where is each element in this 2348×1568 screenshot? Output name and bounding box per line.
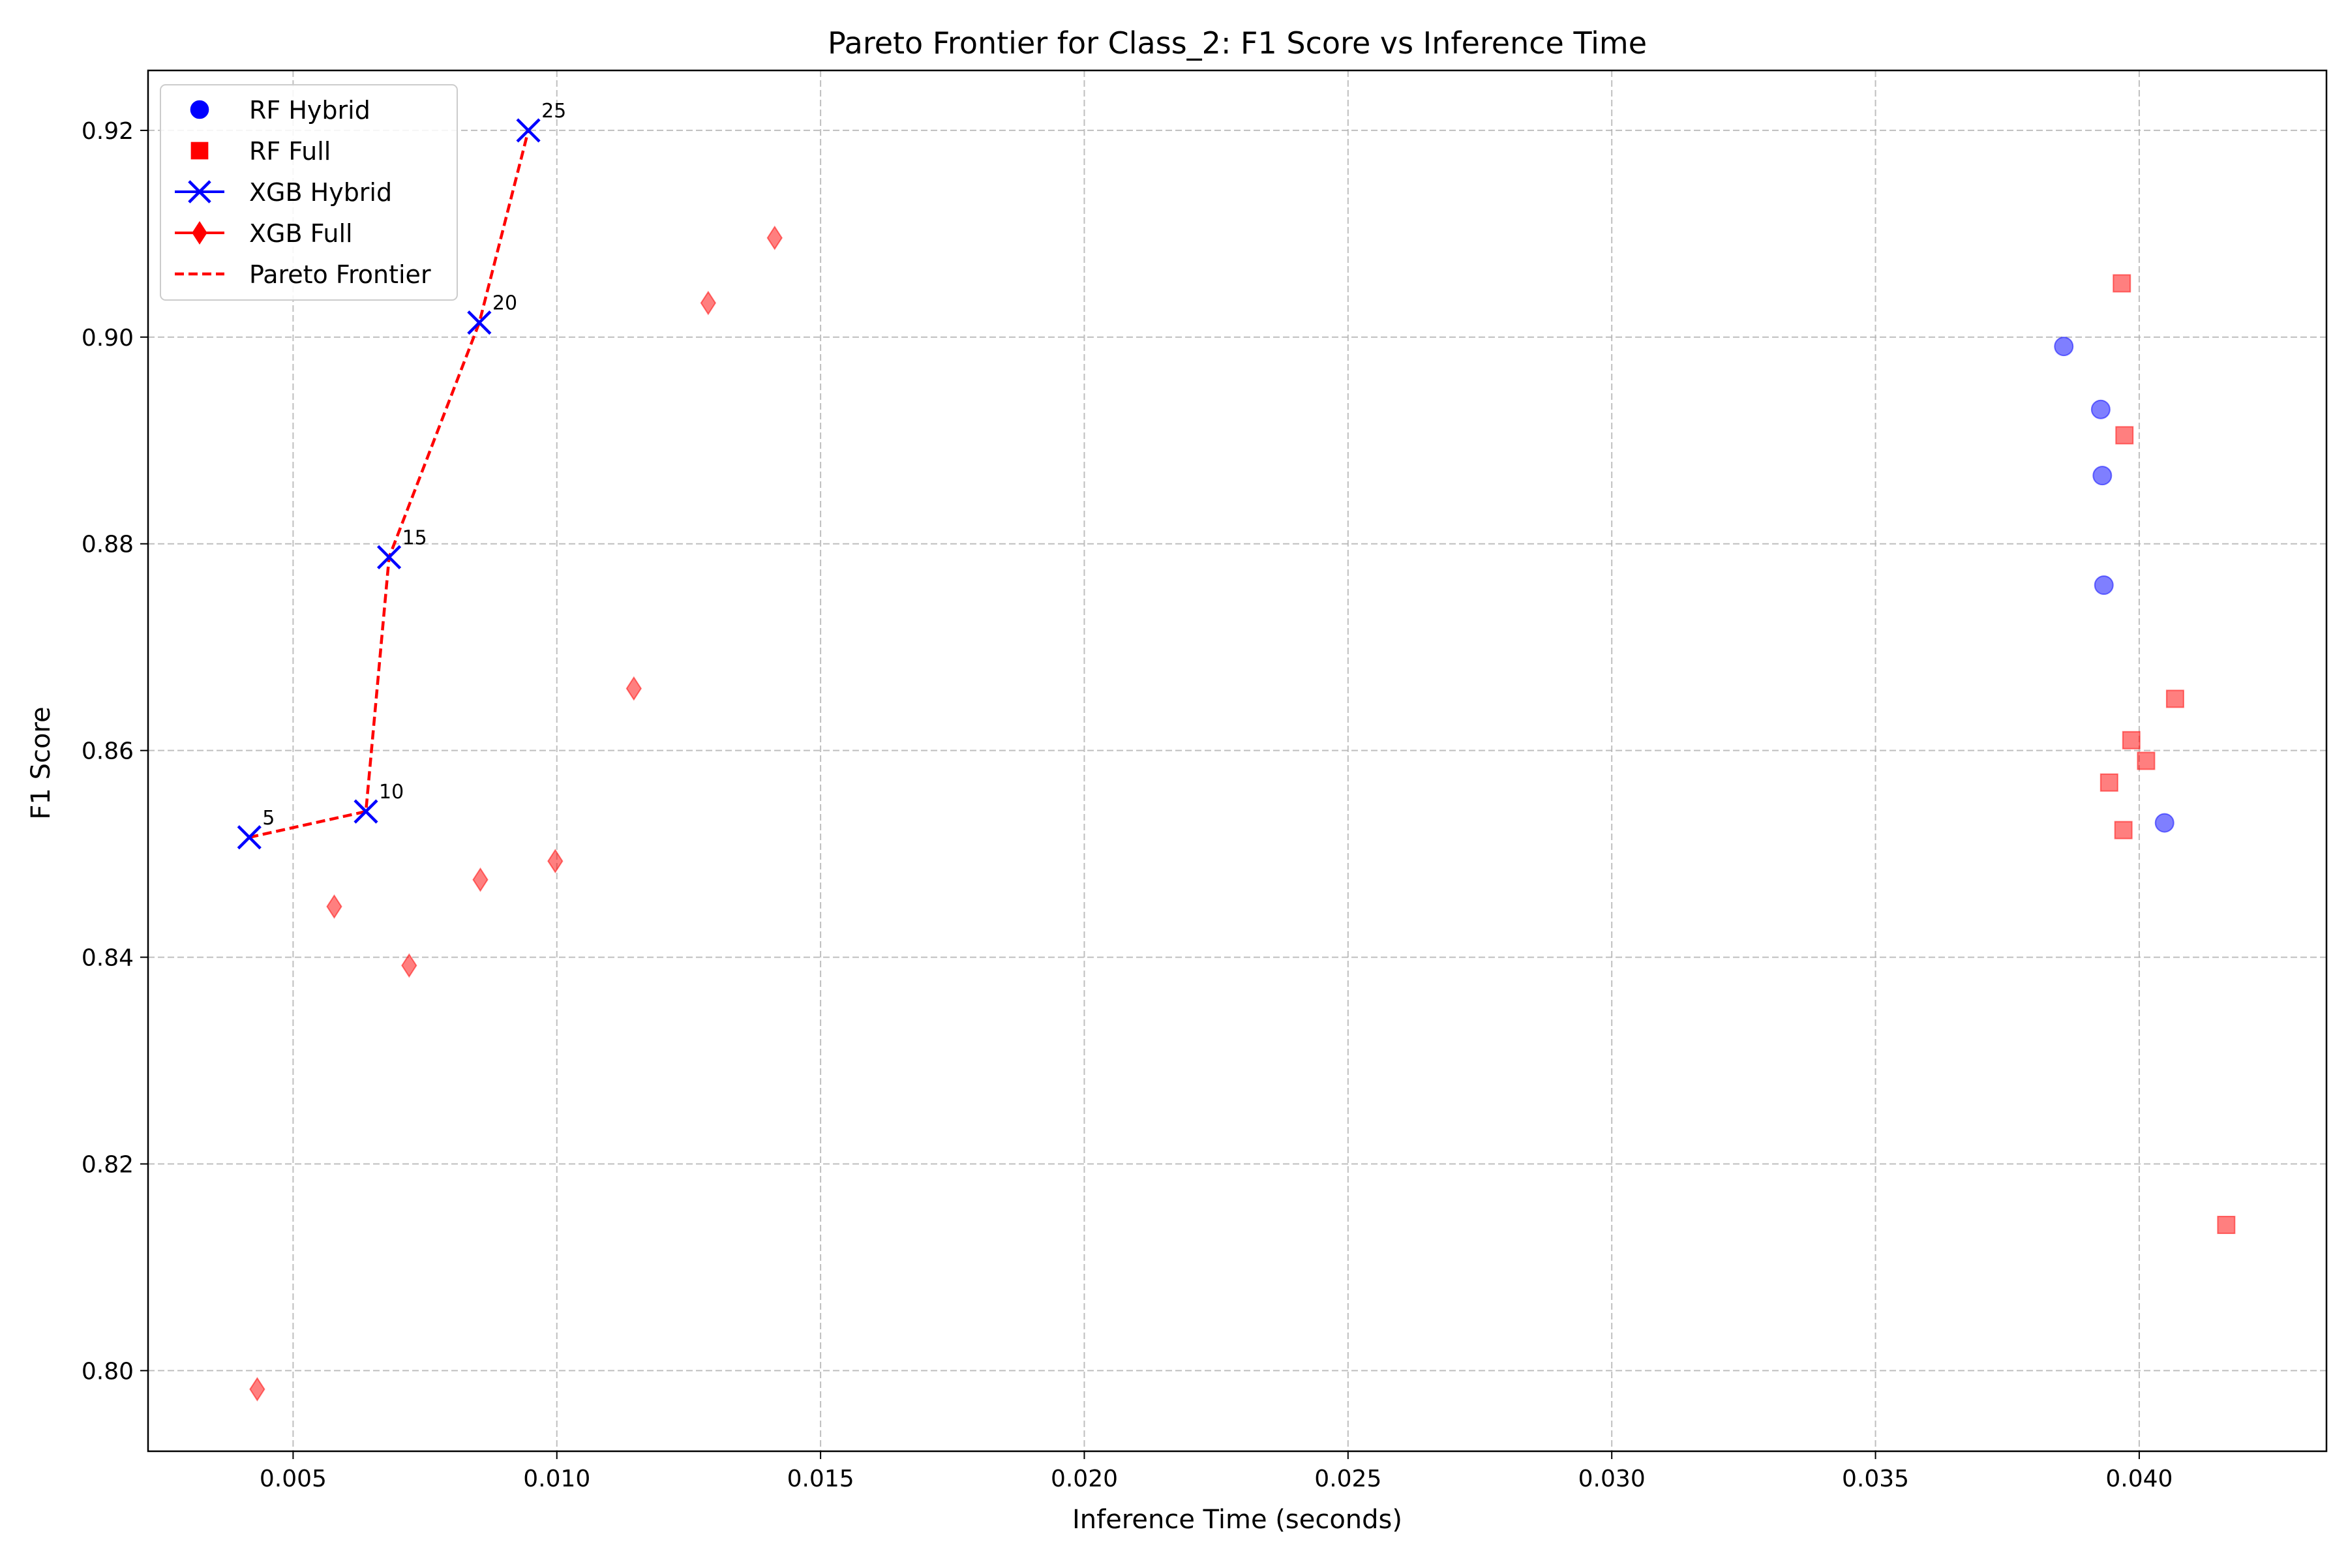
y-tick-label: 0.88 xyxy=(82,532,134,558)
data-point xyxy=(2165,689,2184,708)
data-point xyxy=(2122,731,2141,749)
y-tick-label: 0.80 xyxy=(82,1358,134,1385)
legend-entry-pareto-frontier: Pareto Frontier xyxy=(175,260,431,289)
data-point xyxy=(2217,1215,2236,1234)
legend-label: XGB Full xyxy=(249,219,353,248)
data-point xyxy=(401,953,417,978)
grid-lines xyxy=(148,70,2326,1451)
data-point xyxy=(2114,821,2133,839)
data-point xyxy=(467,310,492,335)
series-xgb-full xyxy=(249,225,783,1402)
data-point xyxy=(2094,575,2114,596)
x-tick-label: 0.040 xyxy=(2105,1466,2173,1492)
point-label: 20 xyxy=(492,292,517,315)
data-point xyxy=(2092,466,2113,486)
data-point xyxy=(376,545,402,569)
legend-entry-xgb-hybrid: XGB Hybrid xyxy=(175,178,392,207)
x-tick-label: 0.035 xyxy=(1842,1466,1909,1492)
data-point xyxy=(2154,813,2175,833)
data-point xyxy=(2113,274,2131,293)
data-point xyxy=(625,676,642,701)
legend-entry-xgb-full: XGB Full xyxy=(175,219,353,248)
x-tick-label: 0.015 xyxy=(787,1466,854,1492)
legend-marker-swatch xyxy=(188,180,211,204)
y-tick-label: 0.90 xyxy=(82,325,134,352)
point-label: 5 xyxy=(262,807,275,830)
y-axis-label: F1 Score xyxy=(26,706,56,819)
data-point xyxy=(766,225,783,250)
legend-label: RF Full xyxy=(249,137,331,166)
legend-marker-swatch xyxy=(190,100,209,119)
series-rf-full xyxy=(2100,274,2236,1234)
point-label: 25 xyxy=(541,100,566,123)
legend-label: RF Hybrid xyxy=(249,96,370,125)
data-point xyxy=(2137,751,2156,770)
legend-box xyxy=(160,84,458,301)
chart-title: Pareto Frontier for Class_2: F1 Score vs… xyxy=(828,25,1647,61)
legend-label: XGB Hybrid xyxy=(249,178,392,207)
legend: RF Hybrid RF Full XGB Hybrid XGB Full Pareto… xyxy=(160,84,458,301)
y-tick-label: 0.84 xyxy=(82,945,134,972)
legend-entry-rf-hybrid: RF Hybrid xyxy=(190,96,370,125)
legend-marker-swatch xyxy=(190,142,209,160)
y-tick-label: 0.92 xyxy=(82,118,134,145)
series-xgb-hybrid: 5 10 15 20 25 xyxy=(237,100,566,850)
data-point xyxy=(249,1377,265,1402)
data-point xyxy=(2054,337,2074,357)
data-point xyxy=(700,290,717,316)
data-point xyxy=(2100,773,2118,792)
data-point xyxy=(2090,399,2111,419)
data-point xyxy=(354,799,378,824)
x-tick-label: 0.025 xyxy=(1314,1466,1381,1492)
data-point xyxy=(326,894,342,919)
legend-label: Pareto Frontier xyxy=(249,260,431,289)
series-rf-hybrid xyxy=(2054,337,2175,833)
data-point xyxy=(2115,426,2134,445)
data-point xyxy=(516,118,541,143)
axis-ticks: 0.005 0.010 0.015 0.020 0.025 0.030 0.035 0.040… xyxy=(82,118,2173,1492)
legend-marker-swatch xyxy=(192,221,207,245)
series-layer: 5 10 15 20 25 xyxy=(237,100,2236,1402)
plot-area-frame xyxy=(147,69,2328,1453)
x-tick-label: 0.010 xyxy=(523,1466,590,1492)
y-tick-label: 0.86 xyxy=(82,738,134,765)
point-label: 15 xyxy=(402,526,427,549)
x-tick-label: 0.030 xyxy=(1578,1466,1646,1492)
y-tick-label: 0.82 xyxy=(82,1151,134,1178)
data-point xyxy=(472,867,489,892)
point-label: 10 xyxy=(379,781,404,804)
x-axis-label: Inference Time (seconds) xyxy=(1072,1505,1402,1535)
x-tick-label: 0.020 xyxy=(1051,1466,1118,1492)
legend-entry-rf-full: RF Full xyxy=(190,137,331,166)
x-tick-label: 0.005 xyxy=(260,1466,327,1492)
data-point xyxy=(547,849,564,874)
data-point xyxy=(237,825,262,850)
